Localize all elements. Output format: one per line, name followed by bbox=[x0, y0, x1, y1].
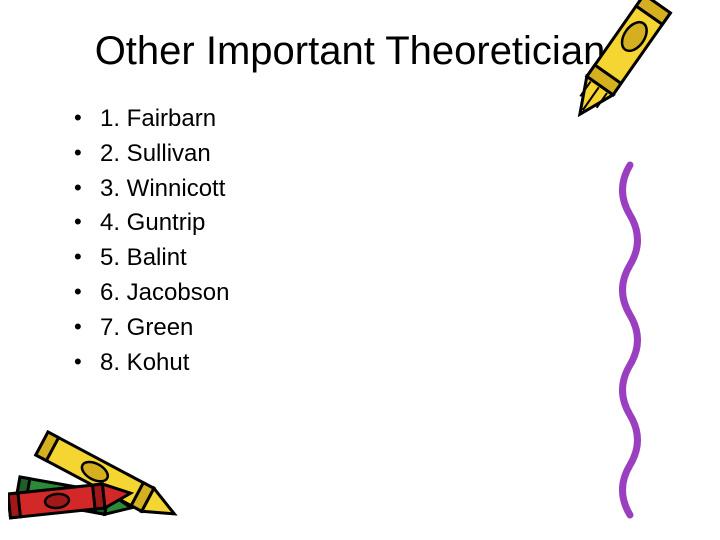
list-item: 2. Sullivan bbox=[70, 137, 660, 172]
list-item: 7. Green bbox=[70, 311, 660, 346]
slide-container: Other Important Theoreticians 1. Fairbar… bbox=[0, 0, 720, 540]
squiggle-icon bbox=[610, 160, 650, 520]
list-item: 6. Jacobson bbox=[70, 276, 660, 311]
list-item: 8. Kohut bbox=[70, 346, 660, 381]
list-item: 3. Winnicott bbox=[70, 172, 660, 207]
list-item: 4. Guntrip bbox=[70, 206, 660, 241]
list-item: 5. Balint bbox=[70, 241, 660, 276]
slide-title: Other Important Theoreticians bbox=[60, 28, 660, 74]
theoretician-list: 1. Fairbarn 2. Sullivan 3. Winnicott 4. … bbox=[70, 102, 660, 380]
crayon-pile-icon bbox=[8, 422, 198, 532]
